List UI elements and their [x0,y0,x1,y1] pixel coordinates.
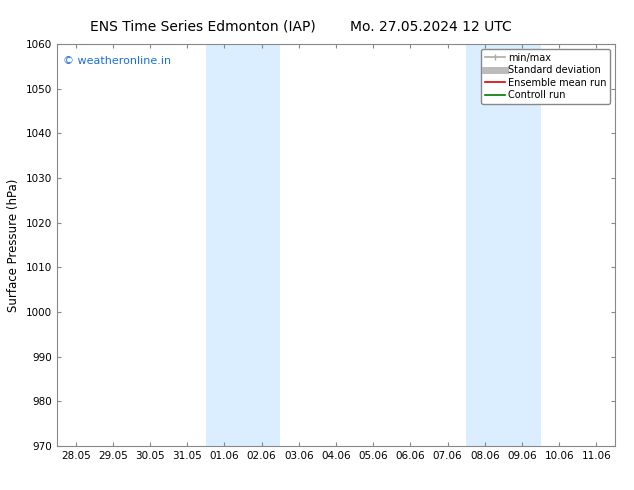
Bar [466,44,541,446]
Text: © weatheronline.in: © weatheronline.in [63,56,171,66]
Text: Mo. 27.05.2024 12 UTC: Mo. 27.05.2024 12 UTC [350,20,512,34]
Y-axis label: Surface Pressure (hPa): Surface Pressure (hPa) [8,178,20,312]
Legend: min/max, Standard deviation, Ensemble mean run, Controll run: min/max, Standard deviation, Ensemble me… [481,49,610,104]
Bar [206,44,280,446]
Text: ENS Time Series Edmonton (IAP): ENS Time Series Edmonton (IAP) [90,20,316,34]
